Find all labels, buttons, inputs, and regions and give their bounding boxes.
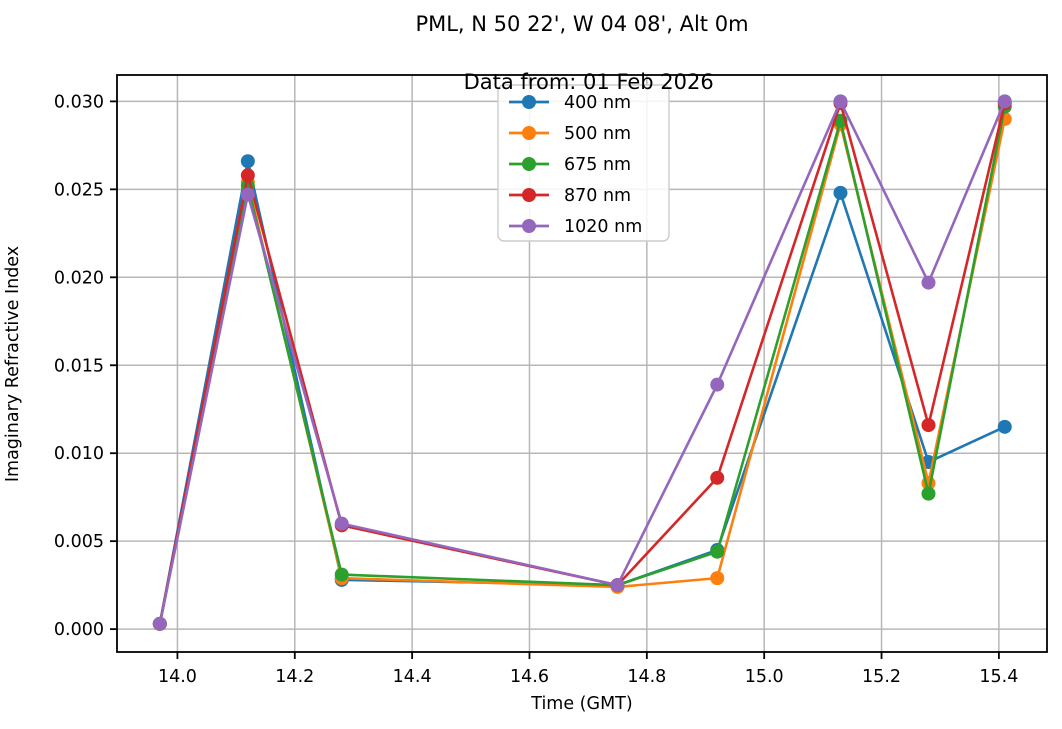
data-point-1020-nm — [833, 94, 848, 109]
legend-marker-500-nm — [522, 126, 536, 140]
legend-marker-400-nm — [522, 95, 536, 109]
x-tick-label: 15.4 — [979, 667, 1018, 687]
data-point-675-nm — [710, 544, 725, 559]
legend-item-400-nm: 400 nm — [509, 93, 631, 113]
x-tick-label: 15.2 — [862, 667, 901, 687]
y-tick-label: 0.030 — [54, 92, 104, 112]
chart-title-line2: Data from: 01 Feb 2026 — [463, 70, 714, 94]
x-axis-label: Time (GMT) — [531, 694, 633, 714]
x-tick-label: 14.4 — [393, 667, 432, 687]
legend-marker-675-nm — [522, 157, 536, 171]
y-tick-label: 0.020 — [54, 268, 104, 288]
legend-marker-1020-nm — [522, 219, 536, 233]
series-1020-nm — [152, 94, 1012, 631]
legend-label-675-nm: 675 nm — [564, 155, 631, 175]
y-tick-label: 0.010 — [54, 444, 104, 464]
data-point-1020-nm — [152, 616, 167, 631]
x-tick-label: 14.2 — [275, 667, 314, 687]
data-point-1020-nm — [921, 275, 936, 290]
data-point-1020-nm — [997, 94, 1012, 109]
plot-frame — [116, 74, 1048, 653]
data-point-675-nm — [921, 486, 936, 501]
data-point-1020-nm — [334, 516, 349, 531]
data-point-1020-nm — [240, 187, 255, 202]
y-tick-label: 0.000 — [54, 620, 104, 640]
x-tick-label: 14.8 — [627, 667, 666, 687]
legend-label-870-nm: 870 nm — [564, 186, 631, 206]
chart-title-line1: PML, N 50 22', W 04 08', Alt 0m — [415, 12, 749, 36]
data-point-1020-nm — [610, 578, 625, 593]
legend-label-1020-nm: 1020 nm — [564, 217, 642, 237]
legend: 400 nm 500 nm 675 nm 870 nm 1020 nm — [497, 84, 670, 242]
data-point-400-nm — [240, 154, 255, 169]
legend-item-1020-nm: 1020 nm — [509, 217, 642, 237]
x-tick-label: 15.0 — [745, 667, 784, 687]
x-axis-ticks: 14.0 14.2 14.4 14.6 14.8 15.0 15.2 15.4 — [158, 652, 1018, 687]
x-tick-label: 14.0 — [158, 667, 197, 687]
legend-item-500-nm: 500 nm — [509, 124, 631, 144]
series-line-870-nm — [158, 101, 1007, 625]
legend-item-675-nm: 675 nm — [509, 155, 631, 175]
y-axis-label: Imaginary Refractive Index — [3, 245, 23, 483]
y-tick-label: 0.015 — [54, 356, 104, 376]
x-tick-label: 14.6 — [510, 667, 549, 687]
legend-marker-870-nm — [522, 188, 536, 202]
legend-label-500-nm: 500 nm — [564, 124, 631, 144]
data-point-400-nm — [997, 419, 1012, 434]
legend-item-870-nm: 870 nm — [509, 186, 631, 206]
y-tick-label: 0.005 — [54, 532, 104, 552]
y-tick-label: 0.025 — [54, 180, 104, 200]
data-point-500-nm — [710, 571, 725, 586]
y-axis-ticks: 0.000 0.005 0.010 0.015 0.020 0.025 0.030 — [54, 92, 117, 640]
data-point-675-nm — [334, 567, 349, 582]
data-point-870-nm — [921, 418, 936, 433]
data-point-400-nm — [833, 185, 848, 200]
legend-label-400-nm: 400 nm — [564, 93, 631, 113]
legend-box — [497, 84, 670, 242]
data-point-870-nm — [240, 168, 255, 183]
data-point-1020-nm — [710, 377, 725, 392]
series-line-1020-nm — [158, 100, 1006, 625]
data-point-870-nm — [710, 470, 725, 485]
chart-title: PML, N 50 22', W 04 08', Alt 0m Data fro… — [117, 10, 1047, 97]
